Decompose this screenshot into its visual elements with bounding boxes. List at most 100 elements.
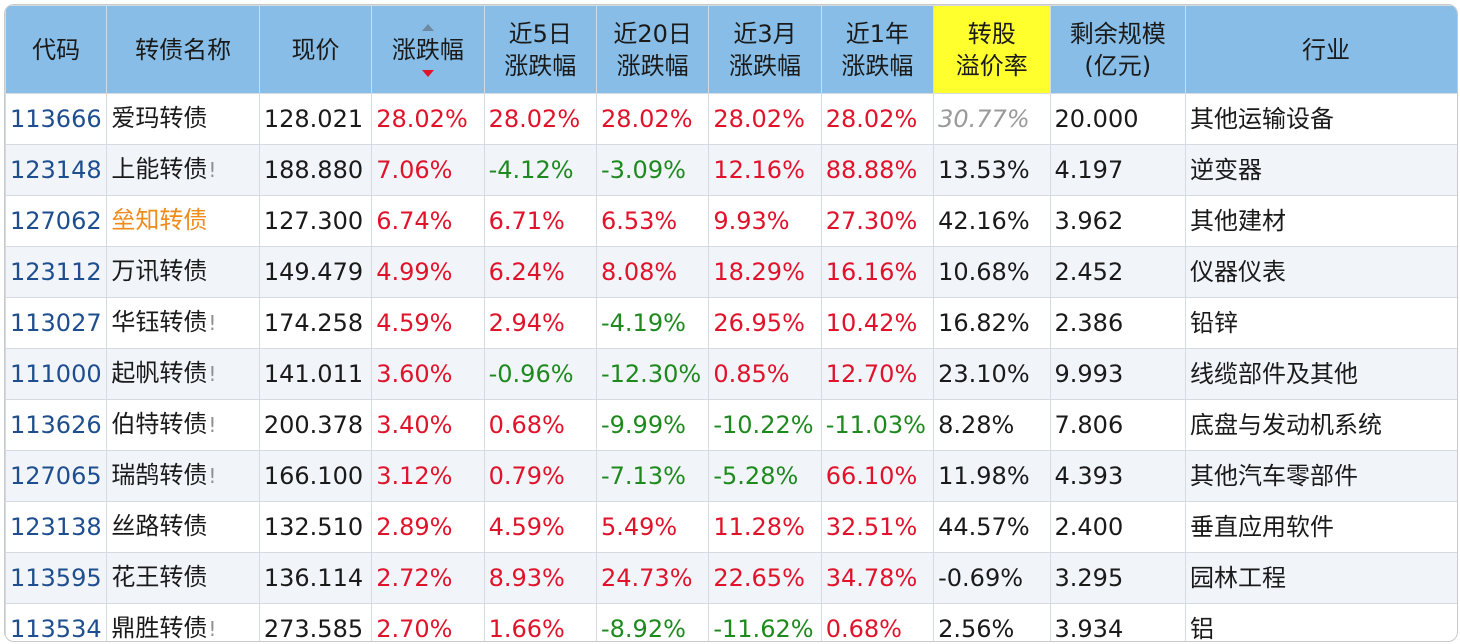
industry-cell[interactable]: 铝 xyxy=(1184,603,1457,641)
header-code[interactable]: 代码 xyxy=(5,5,108,94)
table-row[interactable]: 113626 伯特转债! 200.378 3.40% 0.68% -9.99% -10.22… xyxy=(5,399,1457,451)
header-industry[interactable]: 行业 xyxy=(1184,5,1457,94)
warning-mark-icon: ! xyxy=(208,311,217,335)
bond-code-link[interactable]: 127065 xyxy=(5,450,108,502)
table-row[interactable]: 123112 万讯转债 149.479 4.99% 6.24% 8.08% 18.29% 16… xyxy=(5,246,1457,298)
header-price[interactable]: 现价 xyxy=(258,5,373,94)
table-row[interactable]: 111000 起帆转债! 141.011 3.60% -0.96% -12.30% 0.85… xyxy=(5,348,1457,400)
bond-code-link[interactable]: 123112 xyxy=(5,246,108,298)
remaining-scale-cell: 4.393 xyxy=(1049,450,1186,502)
industry-cell[interactable]: 其他汽车零部件 xyxy=(1184,450,1457,502)
conversion-premium-cell: 13.53% xyxy=(933,144,1051,196)
table-row[interactable]: 113027 华钰转债! 174.258 4.59% 2.94% -4.19% 26.95%… xyxy=(5,297,1457,349)
bond-name-cell[interactable]: 华钰转债! xyxy=(106,297,260,349)
bond-name[interactable]: 起帆转债 xyxy=(111,359,208,387)
change-5d-cell: 0.79% xyxy=(483,450,597,502)
bond-name[interactable]: 伯特转债 xyxy=(111,410,208,438)
change-1y-cell: 28.02% xyxy=(820,93,935,145)
bond-name[interactable]: 爱玛转债 xyxy=(111,104,208,132)
change-20d-cell: 5.49% xyxy=(595,501,710,553)
industry-cell[interactable]: 底盘与发动机系统 xyxy=(1184,399,1457,451)
change-cell: 7.06% xyxy=(371,144,485,196)
table-row[interactable]: 123138 丝路转债 132.510 2.89% 4.59% 5.49% 11.28% 32… xyxy=(5,501,1457,553)
bond-name[interactable]: 瑞鹄转债 xyxy=(111,461,208,489)
conversion-premium-cell: 11.98% xyxy=(933,450,1051,502)
bond-code-link[interactable]: 123148 xyxy=(5,144,108,196)
table-row[interactable]: 113595 花王转债 136.114 2.72% 8.93% 24.73% 22.65% 3… xyxy=(5,552,1457,604)
bond-name-cell[interactable]: 瑞鹄转债! xyxy=(106,450,260,502)
conversion-premium-cell: 44.57% xyxy=(933,501,1051,553)
bond-name[interactable]: 鼎胜转债 xyxy=(111,614,208,642)
industry-cell[interactable]: 其他建材 xyxy=(1184,195,1457,247)
bond-name-cell[interactable]: 垒知转债 xyxy=(106,195,260,247)
remaining-scale-cell: 4.197 xyxy=(1049,144,1186,196)
remaining-scale-cell: 7.806 xyxy=(1049,399,1186,451)
bond-name-cell[interactable]: 爱玛转债 xyxy=(106,93,260,145)
industry-cell[interactable]: 铅锌 xyxy=(1184,297,1457,349)
bond-code-link[interactable]: 113666 xyxy=(5,93,108,145)
bond-name[interactable]: 华钰转债 xyxy=(111,308,208,336)
change-cell: 3.40% xyxy=(371,399,485,451)
industry-cell[interactable]: 仪器仪表 xyxy=(1184,246,1457,298)
price-cell: 188.880 xyxy=(258,144,373,196)
bond-code-link[interactable]: 111000 xyxy=(5,348,108,400)
bond-name[interactable]: 花王转债 xyxy=(111,563,208,591)
bond-name-cell[interactable]: 丝路转债 xyxy=(106,501,260,553)
bond-name-cell[interactable]: 鼎胜转债! xyxy=(106,603,260,642)
change-20d-cell: -12.30% xyxy=(595,348,710,400)
conversion-premium-cell: 16.82% xyxy=(933,297,1051,349)
change-5d-cell: 1.66% xyxy=(483,603,597,641)
table-row[interactable]: 113666 爱玛转债 128.021 28.02% 28.02% 28.02% 28.02… xyxy=(5,93,1457,145)
table-row[interactable]: 127062 垒知转债 127.300 6.74% 6.71% 6.53% 9.93% 27.… xyxy=(5,195,1457,247)
bond-code-link[interactable]: 113595 xyxy=(5,552,108,604)
header-conversion-premium[interactable]: 转股 溢价率 xyxy=(933,5,1051,94)
header-change-20d[interactable]: 近20日 涨跌幅 xyxy=(595,5,710,94)
industry-cell[interactable]: 垂直应用软件 xyxy=(1184,501,1457,553)
sort-ascending-icon[interactable] xyxy=(421,24,434,31)
change-cell: 2.89% xyxy=(371,501,485,553)
bond-name-cell[interactable]: 万讯转债 xyxy=(106,246,260,298)
change-1y-cell: 32.51% xyxy=(820,501,935,553)
bond-name[interactable]: 丝路转债 xyxy=(111,512,208,540)
header-change-5d[interactable]: 近5日 涨跌幅 xyxy=(483,5,597,94)
header-change-3m[interactable]: 近3月 涨跌幅 xyxy=(708,5,822,94)
change-1y-cell: 12.70% xyxy=(820,348,935,400)
bond-name-cell[interactable]: 起帆转债! xyxy=(106,348,260,400)
change-3m-cell: 28.02% xyxy=(708,93,822,145)
header-remaining-scale[interactable]: 剩余规模 (亿元) xyxy=(1049,5,1186,94)
industry-cell[interactable]: 园林工程 xyxy=(1184,552,1457,604)
bond-code-link[interactable]: 113027 xyxy=(5,297,108,349)
header-change-1y[interactable]: 近1年 涨跌幅 xyxy=(820,5,935,94)
header-name[interactable]: 转债名称 xyxy=(106,5,260,94)
change-5d-cell: 28.02% xyxy=(483,93,597,145)
industry-cell[interactable]: 其他运输设备 xyxy=(1184,93,1457,145)
change-3m-cell: 9.93% xyxy=(708,195,822,247)
change-1y-cell: 10.42% xyxy=(820,297,935,349)
warning-mark-icon: ! xyxy=(208,413,217,437)
change-5d-cell: -0.96% xyxy=(483,348,597,400)
header-change[interactable]: 涨跌幅 xyxy=(371,5,485,94)
bond-name[interactable]: 万讯转债 xyxy=(111,257,208,285)
change-cell: 28.02% xyxy=(371,93,485,145)
bond-name[interactable]: 上能转债 xyxy=(111,155,208,183)
table-row[interactable]: 127065 瑞鹄转债! 166.100 3.12% 0.79% -7.13% -5.28%… xyxy=(5,450,1457,502)
bond-name[interactable]: 垒知转债 xyxy=(111,206,208,234)
bond-code-link[interactable]: 127062 xyxy=(5,195,108,247)
bond-name-cell[interactable]: 花王转债 xyxy=(106,552,260,604)
bond-code-link[interactable]: 113626 xyxy=(5,399,108,451)
change-20d-cell: -9.99% xyxy=(595,399,710,451)
bond-name-cell[interactable]: 伯特转债! xyxy=(106,399,260,451)
industry-cell[interactable]: 逆变器 xyxy=(1184,144,1457,196)
price-cell: 136.114 xyxy=(258,552,373,604)
price-cell: 166.100 xyxy=(258,450,373,502)
bond-code-link[interactable]: 113534 xyxy=(5,603,108,641)
change-20d-cell: 8.08% xyxy=(595,246,710,298)
change-3m-cell: -11.62% xyxy=(708,603,822,641)
table-row[interactable]: 123148 上能转债! 188.880 7.06% -4.12% -3.09% 12.16… xyxy=(5,144,1457,196)
industry-cell[interactable]: 线缆部件及其他 xyxy=(1184,348,1457,400)
change-5d-cell: -4.12% xyxy=(483,144,597,196)
bond-name-cell[interactable]: 上能转债! xyxy=(106,144,260,196)
table-row[interactable]: 113534 鼎胜转债! 273.585 2.70% 1.66% -8.92% -11.62… xyxy=(5,603,1457,642)
sort-descending-icon[interactable] xyxy=(421,70,434,77)
bond-code-link[interactable]: 123138 xyxy=(5,501,108,553)
